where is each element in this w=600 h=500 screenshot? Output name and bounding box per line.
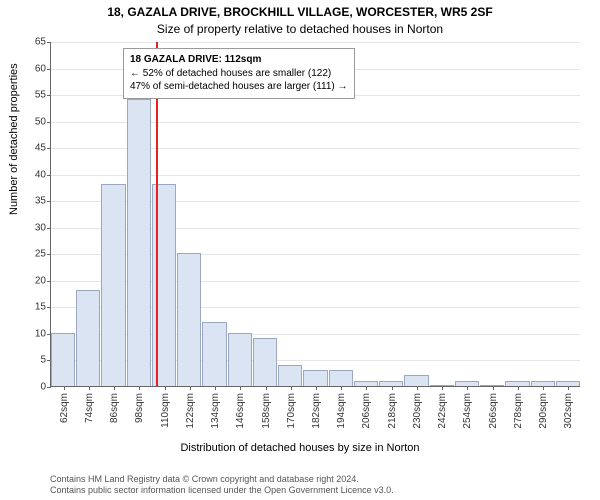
y-tick-mark [47,69,51,70]
histogram-bar [127,99,151,386]
y-tick-mark [47,228,51,229]
y-tick-label: 55 [6,90,46,101]
x-tick-label: 182sqm [311,393,322,429]
x-tick-label: 86sqm [109,393,120,423]
y-axis-label: Number of detached properties [8,63,20,215]
histogram-bar [253,338,277,386]
x-tick-mark [493,386,494,390]
y-tick-label: 25 [6,249,46,260]
x-tick-mark [64,386,65,390]
y-tick-mark [47,307,51,308]
annotation-line-2: 47% of semi-detached houses are larger (… [130,80,348,94]
x-tick-mark [291,386,292,390]
x-tick-label: 254sqm [462,393,473,429]
annotation-box: 18 GAZALA DRIVE: 112sqm ← 52% of detache… [123,48,355,99]
y-tick-mark [47,254,51,255]
histogram-bar [278,365,302,386]
footer-attribution: Contains HM Land Registry data © Crown c… [50,474,394,497]
x-tick-label: 98sqm [134,393,145,423]
x-tick-label: 266sqm [488,393,499,429]
x-tick-mark [543,386,544,390]
y-tick-mark [47,122,51,123]
histogram-bar [101,184,125,386]
x-tick-label: 290sqm [538,393,549,429]
x-tick-mark [417,386,418,390]
histogram-bar [329,370,353,386]
x-tick-mark [240,386,241,390]
y-tick-label: 65 [6,37,46,48]
x-tick-mark [165,386,166,390]
x-tick-mark [316,386,317,390]
x-tick-label: 230sqm [412,393,423,429]
x-tick-label: 110sqm [160,393,171,428]
x-tick-label: 278sqm [513,393,524,429]
y-tick-mark [47,387,51,388]
y-tick-label: 35 [6,196,46,207]
annotation-line-0: 18 GAZALA DRIVE: 112sqm [130,53,348,67]
histogram-bar [404,375,428,386]
x-tick-mark [139,386,140,390]
y-tick-label: 60 [6,63,46,74]
y-tick-label: 0 [6,382,46,393]
x-tick-label: 206sqm [361,393,372,429]
x-tick-label: 194sqm [336,393,347,429]
histogram-bar [303,370,327,386]
y-tick-label: 30 [6,222,46,233]
x-tick-mark [341,386,342,390]
x-tick-mark [266,386,267,390]
x-tick-label: 62sqm [59,393,70,423]
x-tick-mark [518,386,519,390]
y-tick-label: 5 [6,355,46,366]
x-tick-mark [392,386,393,390]
plot-area: 18 GAZALA DRIVE: 112sqm ← 52% of detache… [50,42,580,387]
x-tick-label: 146sqm [235,393,246,429]
chart-subtitle: Size of property relative to detached ho… [0,22,600,36]
x-tick-mark [215,386,216,390]
annotation-line-1: ← 52% of detached houses are smaller (12… [130,67,348,81]
x-tick-label: 302sqm [563,393,574,429]
x-tick-label: 74sqm [84,393,95,423]
x-tick-mark [114,386,115,390]
y-tick-label: 50 [6,116,46,127]
x-tick-mark [366,386,367,390]
y-tick-label: 15 [6,302,46,313]
x-tick-label: 158sqm [261,393,272,429]
x-tick-mark [89,386,90,390]
y-tick-mark [47,175,51,176]
histogram-bar [51,333,75,386]
histogram-bar [202,322,226,386]
property-size-histogram: 18, GAZALA DRIVE, BROCKHILL VILLAGE, WOR… [0,0,600,500]
y-tick-label: 10 [6,328,46,339]
y-tick-label: 40 [6,169,46,180]
histogram-bar [228,333,252,386]
x-tick-label: 242sqm [437,393,448,429]
x-tick-mark [467,386,468,390]
y-tick-mark [47,281,51,282]
x-tick-label: 122sqm [185,393,196,429]
histogram-bar [177,253,201,386]
y-tick-mark [47,95,51,96]
y-tick-label: 20 [6,275,46,286]
x-axis-label: Distribution of detached houses by size … [0,442,600,454]
gridline [51,42,580,43]
footer-line-1: Contains public sector information licen… [50,485,394,496]
x-tick-label: 218sqm [387,393,398,429]
x-tick-label: 170sqm [286,393,297,429]
y-tick-mark [47,148,51,149]
x-tick-label: 134sqm [210,393,221,429]
histogram-bar [76,290,100,386]
chart-title: 18, GAZALA DRIVE, BROCKHILL VILLAGE, WOR… [0,5,600,19]
x-tick-mark [442,386,443,390]
y-tick-label: 45 [6,143,46,154]
y-tick-mark [47,42,51,43]
x-tick-mark [190,386,191,390]
y-tick-mark [47,201,51,202]
footer-line-0: Contains HM Land Registry data © Crown c… [50,474,394,485]
x-tick-mark [568,386,569,390]
